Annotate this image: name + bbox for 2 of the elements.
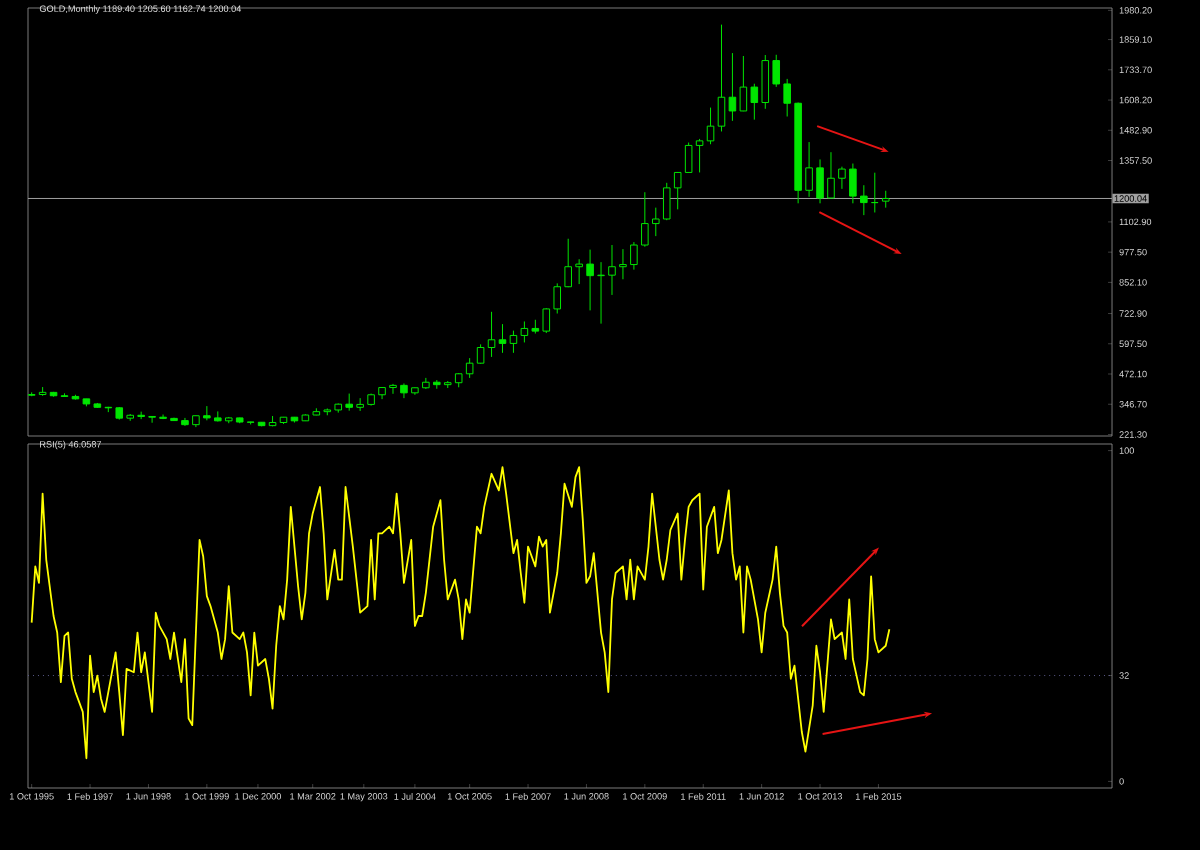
candlestick (717, 24, 726, 132)
candlestick (498, 323, 507, 354)
